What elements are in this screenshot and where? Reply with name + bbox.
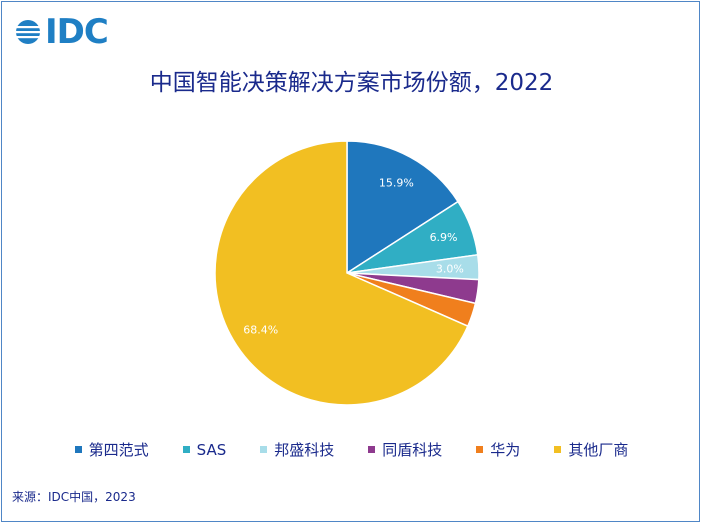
legend-label: 同盾科技	[382, 441, 443, 459]
slice-label-1: 6.9%	[430, 231, 458, 244]
legend-label: 邦盛科技	[274, 441, 335, 459]
legend-swatch	[260, 446, 268, 453]
idc-logo: IDC	[15, 12, 109, 52]
globe-icon	[15, 20, 41, 44]
legend-swatch	[74, 446, 82, 453]
legend-swatch	[368, 446, 376, 453]
pie-chart: 15.9% 6.9% 3.0% 68.4%	[214, 140, 480, 406]
legend-item-5: 其他厂商	[554, 439, 628, 460]
logo-text: IDC	[45, 12, 109, 52]
legend-label: 其他厂商	[568, 441, 629, 459]
pie-labels: 15.9% 6.9% 3.0% 68.4%	[243, 177, 464, 337]
slice-label-0: 15.9%	[379, 177, 414, 190]
legend-item-2: 邦盛科技	[260, 439, 334, 460]
pie-slice-0	[346, 140, 460, 275]
slice-label-5: 68.4%	[243, 323, 278, 336]
legend-label: 第四范式	[88, 441, 149, 459]
pie-slices	[214, 140, 480, 406]
legend-swatch	[476, 446, 484, 453]
legend-item-4: 华为	[476, 439, 520, 460]
legend-item-3: 同盾科技	[368, 439, 442, 460]
legend-label: 华为	[490, 441, 521, 459]
legend-item-1: SAS	[182, 439, 227, 460]
legend-item-0: 第四范式	[74, 439, 149, 460]
legend-label: SAS	[196, 440, 227, 459]
chart-legend: 第四范式 SAS 邦盛科技 同盾科技 华为 其他厂商	[0, 439, 703, 460]
pie-slice-5	[214, 140, 469, 406]
legend-swatch	[182, 446, 190, 453]
legend-swatch	[554, 446, 562, 453]
source-note: 来源：IDC中国，2023	[12, 490, 136, 504]
chart-title: 中国智能决策解决方案市场份额，2022	[149, 70, 554, 96]
slice-label-2: 3.0%	[436, 262, 464, 275]
